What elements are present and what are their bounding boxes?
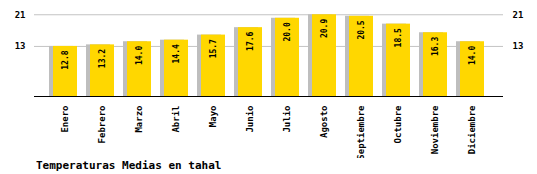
svg-text:21: 21 [513, 10, 524, 20]
svg-text:Abril: Abril [171, 106, 181, 133]
svg-text:17.6: 17.6 [246, 31, 255, 50]
svg-text:Agosto: Agosto [319, 106, 329, 139]
svg-text:13: 13 [15, 41, 26, 51]
svg-text:18.5: 18.5 [394, 28, 403, 47]
svg-text:16.3: 16.3 [431, 37, 440, 56]
svg-text:14.4: 14.4 [172, 44, 181, 63]
svg-text:12.8: 12.8 [61, 50, 70, 69]
svg-text:20.9: 20.9 [320, 19, 329, 38]
svg-text:Enero: Enero [60, 106, 70, 133]
svg-text:14.0: 14.0 [468, 46, 477, 65]
svg-text:13: 13 [513, 41, 524, 51]
svg-text:21: 21 [15, 10, 26, 20]
svg-text:Octubre: Octubre [393, 105, 403, 144]
html-text:Temperaturas Medias en tahal: Temperaturas Medias en tahal [36, 159, 222, 172]
svg-text:Julio: Julio [282, 106, 292, 133]
svg-text:Junio: Junio [245, 106, 255, 133]
svg-text:20.5: 20.5 [357, 20, 366, 39]
svg-text:Febrero: Febrero [97, 106, 107, 144]
svg-text:20.0: 20.0 [283, 22, 292, 41]
svg-text:Mayo: Mayo [208, 106, 218, 128]
svg-text:Marzo: Marzo [134, 106, 144, 133]
svg-text:Noviembre: Noviembre [430, 105, 440, 154]
svg-text:Septiembre: Septiembre [356, 105, 366, 158]
svg-text:14.0: 14.0 [135, 46, 144, 65]
svg-text:13.2: 13.2 [98, 49, 107, 68]
svg-text:15.7: 15.7 [209, 39, 218, 58]
svg-text:Diciembre: Diciembre [467, 105, 477, 154]
